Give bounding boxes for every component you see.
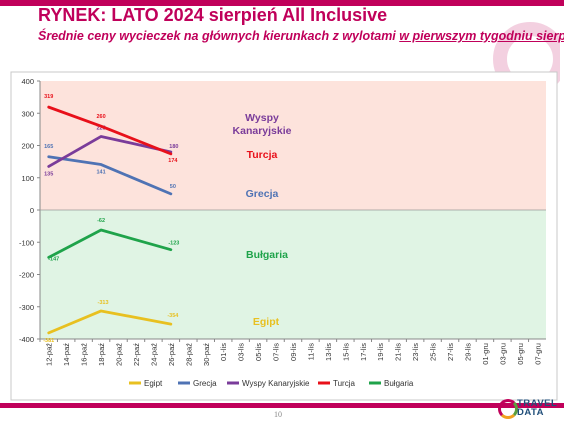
x-tick-label: 24-paź bbox=[149, 343, 158, 366]
series-line-Egipt bbox=[47, 309, 173, 335]
data-label: -62 bbox=[97, 218, 105, 224]
data-label: -147 bbox=[48, 256, 59, 262]
data-label: 228 bbox=[96, 125, 105, 131]
x-tick-label: 22-paź bbox=[132, 343, 141, 366]
y-tick-label: -400 bbox=[19, 335, 34, 344]
logo-ring-icon bbox=[498, 399, 518, 419]
series-line-Wyspy Kanaryjskie bbox=[47, 135, 173, 168]
data-label: 174 bbox=[168, 158, 178, 164]
y-tick-label: -100 bbox=[19, 238, 34, 247]
data-label: -123 bbox=[168, 241, 179, 247]
logo-text-travel: TRAVEL bbox=[517, 398, 558, 409]
x-tick-label: 09-lis bbox=[289, 343, 298, 361]
data-label: -313 bbox=[98, 300, 109, 306]
page-number: 10 bbox=[274, 410, 282, 419]
x-tick-label: 05-lis bbox=[254, 343, 263, 361]
x-tick-label: 19-lis bbox=[376, 343, 385, 361]
area-label-Egipt: Egipt bbox=[253, 316, 280, 328]
y-tick-label: 400 bbox=[21, 77, 34, 86]
x-tick-label: 25-lis bbox=[429, 343, 438, 361]
x-tick-label: 16-paź bbox=[80, 343, 89, 366]
series-line-Turcja bbox=[47, 105, 173, 156]
x-tick-label: 30-paź bbox=[202, 343, 211, 366]
x-tick-label: 03-lis bbox=[237, 343, 246, 361]
x-tick-label: 20-paź bbox=[115, 343, 124, 366]
x-tick-label: 07-gru bbox=[533, 343, 542, 365]
data-label: 135 bbox=[44, 171, 53, 177]
x-tick-label: 18-paź bbox=[97, 343, 106, 366]
legend-label: Egipt bbox=[144, 379, 163, 388]
x-tick-label: 07-lis bbox=[272, 343, 281, 361]
legend-label: Grecja bbox=[193, 379, 217, 388]
x-tick-label: 14-paź bbox=[62, 343, 71, 366]
area-label-Bułgaria: Bułgaria bbox=[246, 249, 288, 261]
y-tick-label: 300 bbox=[21, 109, 34, 118]
data-label: 260 bbox=[96, 114, 105, 120]
area-label-Wyspy Kanaryjskie: Kanaryjskie bbox=[233, 125, 292, 137]
top-accent-bar bbox=[0, 0, 564, 6]
x-tick-label: 28-paź bbox=[184, 343, 193, 366]
x-tick-label: 21-lis bbox=[394, 343, 403, 361]
series-line-Bułgaria bbox=[47, 228, 173, 259]
x-tick-label: 29-lis bbox=[463, 343, 472, 361]
negative-band bbox=[40, 210, 546, 339]
area-label-Turcja: Turcja bbox=[247, 149, 278, 161]
x-tick-label: 17-lis bbox=[359, 343, 368, 361]
y-tick-label: -300 bbox=[19, 303, 34, 312]
subtitle-main: Średnie ceny wycieczek na głównych kieru… bbox=[38, 29, 400, 43]
legend-label: Bułgaria bbox=[384, 379, 414, 388]
y-tick-label: 100 bbox=[21, 174, 34, 183]
data-label: -381 bbox=[43, 338, 54, 344]
page-subtitle: Średnie ceny wycieczek na głównych kieru… bbox=[38, 29, 564, 43]
y-tick-label: 200 bbox=[21, 142, 34, 151]
data-label: 50 bbox=[170, 184, 176, 190]
travel-data-logo: TRAVEL DATA bbox=[497, 397, 559, 419]
data-label: -354 bbox=[167, 313, 179, 319]
page-title: RYNEK: LATO 2024 sierpień All Inclusive bbox=[38, 5, 388, 25]
x-tick-label: 26-paź bbox=[167, 343, 176, 366]
x-tick-label: 23-lis bbox=[411, 343, 420, 361]
data-label: 180 bbox=[169, 144, 178, 150]
logo-text-data: DATA bbox=[517, 407, 544, 418]
x-tick-label: 05-gru bbox=[516, 343, 525, 365]
x-tick-label: 11-lis bbox=[306, 343, 315, 361]
x-tick-label: 01-lis bbox=[219, 343, 228, 361]
area-label-Wyspy Kanaryjskie: Wyspy bbox=[245, 112, 279, 124]
x-tick-label: 01-gru bbox=[481, 343, 490, 365]
area-label-Grecja: Grecja bbox=[246, 188, 279, 200]
series-line-Grecja bbox=[47, 155, 173, 196]
legend-label: Turcja bbox=[333, 379, 355, 388]
y-tick-label: -200 bbox=[19, 271, 34, 280]
bottom-accent-bar bbox=[0, 403, 564, 408]
x-tick-label: 13-lis bbox=[324, 343, 333, 361]
x-tick-label: 27-lis bbox=[446, 343, 455, 361]
subtitle-underlined: w pierwszym tygodniu sierpnia bbox=[399, 29, 564, 43]
x-tick-label: 15-lis bbox=[341, 343, 350, 361]
x-tick-label: 12-paź bbox=[45, 343, 54, 366]
data-label: 141 bbox=[96, 170, 105, 176]
positive-band bbox=[40, 81, 546, 210]
y-tick-label: 0 bbox=[30, 206, 34, 215]
legend-label: Wyspy Kanaryjskie bbox=[242, 379, 310, 388]
x-tick-label: 03-gru bbox=[498, 343, 507, 365]
data-label: 165 bbox=[44, 144, 53, 150]
data-label: 319 bbox=[44, 94, 53, 100]
